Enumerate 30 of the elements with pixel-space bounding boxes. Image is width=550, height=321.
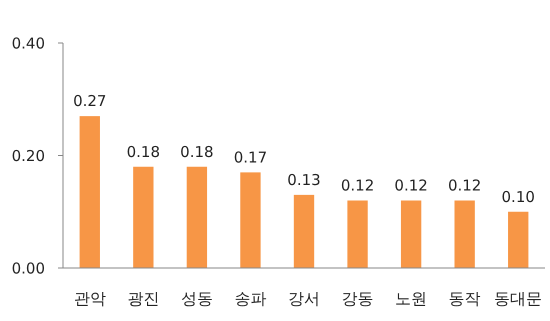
y-tick-label: 0.40 <box>12 34 45 52</box>
x-tick-label: 송파 <box>234 289 266 308</box>
data-label: 0.27 <box>73 92 106 110</box>
bar <box>133 166 154 268</box>
bar <box>186 166 208 268</box>
data-label: 0.12 <box>448 176 482 194</box>
x-tick-label: 노원 <box>395 289 428 308</box>
bar <box>80 116 100 268</box>
x-tick-label: 관악 <box>74 289 106 308</box>
x-tick-label: 동대문 <box>494 289 542 308</box>
bar <box>454 200 475 268</box>
bar <box>347 200 368 268</box>
data-label: 0.13 <box>287 170 321 189</box>
x-tick-label: 동작 <box>448 289 481 308</box>
bar <box>240 172 261 268</box>
y-tick-label: 0.00 <box>12 259 45 278</box>
x-tick-label: 성동 <box>180 289 213 308</box>
bar <box>508 212 528 268</box>
data-label: 0.12 <box>340 176 374 194</box>
x-tick-label: 강서 <box>288 289 320 308</box>
x-tick-label: 강동 <box>342 289 374 308</box>
data-label: 0.18 <box>126 142 160 161</box>
data-label: 0.10 <box>502 188 535 206</box>
x-tick-label: 광진 <box>127 289 160 308</box>
data-label: 0.12 <box>394 176 428 194</box>
y-tick-label: 0.20 <box>12 146 45 165</box>
bar <box>400 200 422 268</box>
bar <box>294 194 314 268</box>
data-label: 0.18 <box>180 142 214 161</box>
data-label: 0.17 <box>234 148 268 166</box>
